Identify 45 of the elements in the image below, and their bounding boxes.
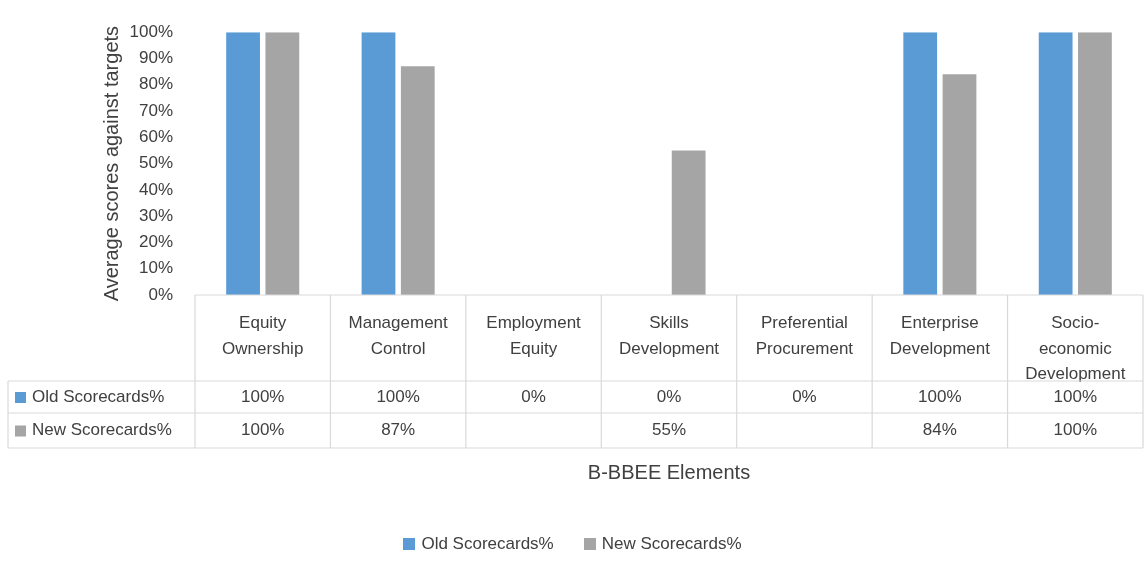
y-tick-label: 100%: [129, 21, 173, 41]
y-tick-label: 0%: [148, 284, 173, 304]
text: Old Scorecards%: [421, 534, 554, 553]
data-label: 100%: [240, 386, 285, 406]
x-tick-label: Skills Development: [618, 313, 720, 358]
x-tick-label: Employment Equity: [486, 313, 582, 358]
data-label: 100%: [1053, 386, 1098, 406]
data-label: 87%: [381, 420, 416, 440]
bar: [1038, 32, 1073, 295]
y-tick-label: 50%: [138, 153, 173, 173]
data-label: 0%: [656, 386, 682, 406]
x-tick-label: Socio-economic Development: [1025, 313, 1126, 384]
y-tick-label: 30%: [138, 205, 173, 225]
x-tick-label: Equity Ownership: [222, 313, 304, 358]
bar: [226, 32, 260, 295]
data-label: 100%: [240, 420, 285, 440]
data-label: 55%: [651, 420, 687, 440]
y-tick-label: 70%: [138, 100, 173, 120]
bar: [400, 66, 435, 295]
x-tick-label: Management Control: [348, 313, 449, 358]
data-label: 0%: [792, 386, 817, 406]
bar: [265, 32, 300, 295]
bar: [1078, 32, 1112, 295]
y-tick-label: 60%: [138, 127, 173, 147]
y-tick-label: 40%: [138, 179, 173, 199]
data-label: 84%: [922, 420, 957, 440]
text: New Scorecards%: [601, 534, 742, 553]
data-label: 100%: [1053, 420, 1098, 440]
data-label: 0%: [521, 386, 546, 406]
y-tick-label: 80%: [138, 74, 173, 94]
y-tick-label: 20%: [138, 232, 173, 252]
bar: [361, 32, 396, 295]
bar: [903, 32, 938, 295]
data-label: 100%: [376, 386, 420, 406]
legend-label: Old Scorecards%: [32, 386, 165, 406]
legend-label: New Scorecards%: [32, 420, 172, 440]
x-tick-label: Enterprise Development: [889, 313, 991, 358]
y-tick-label: 90%: [138, 48, 173, 68]
y-tick-label: 10%: [138, 258, 173, 278]
y-axis-title: Average scores against targets: [99, 25, 122, 302]
x-axis-title: B-BBEE Elements: [587, 460, 751, 483]
bar: [942, 74, 977, 295]
x-tick-label: Preferential Procurement: [755, 313, 854, 358]
bar: [671, 150, 706, 295]
data-label: 100%: [918, 386, 962, 406]
